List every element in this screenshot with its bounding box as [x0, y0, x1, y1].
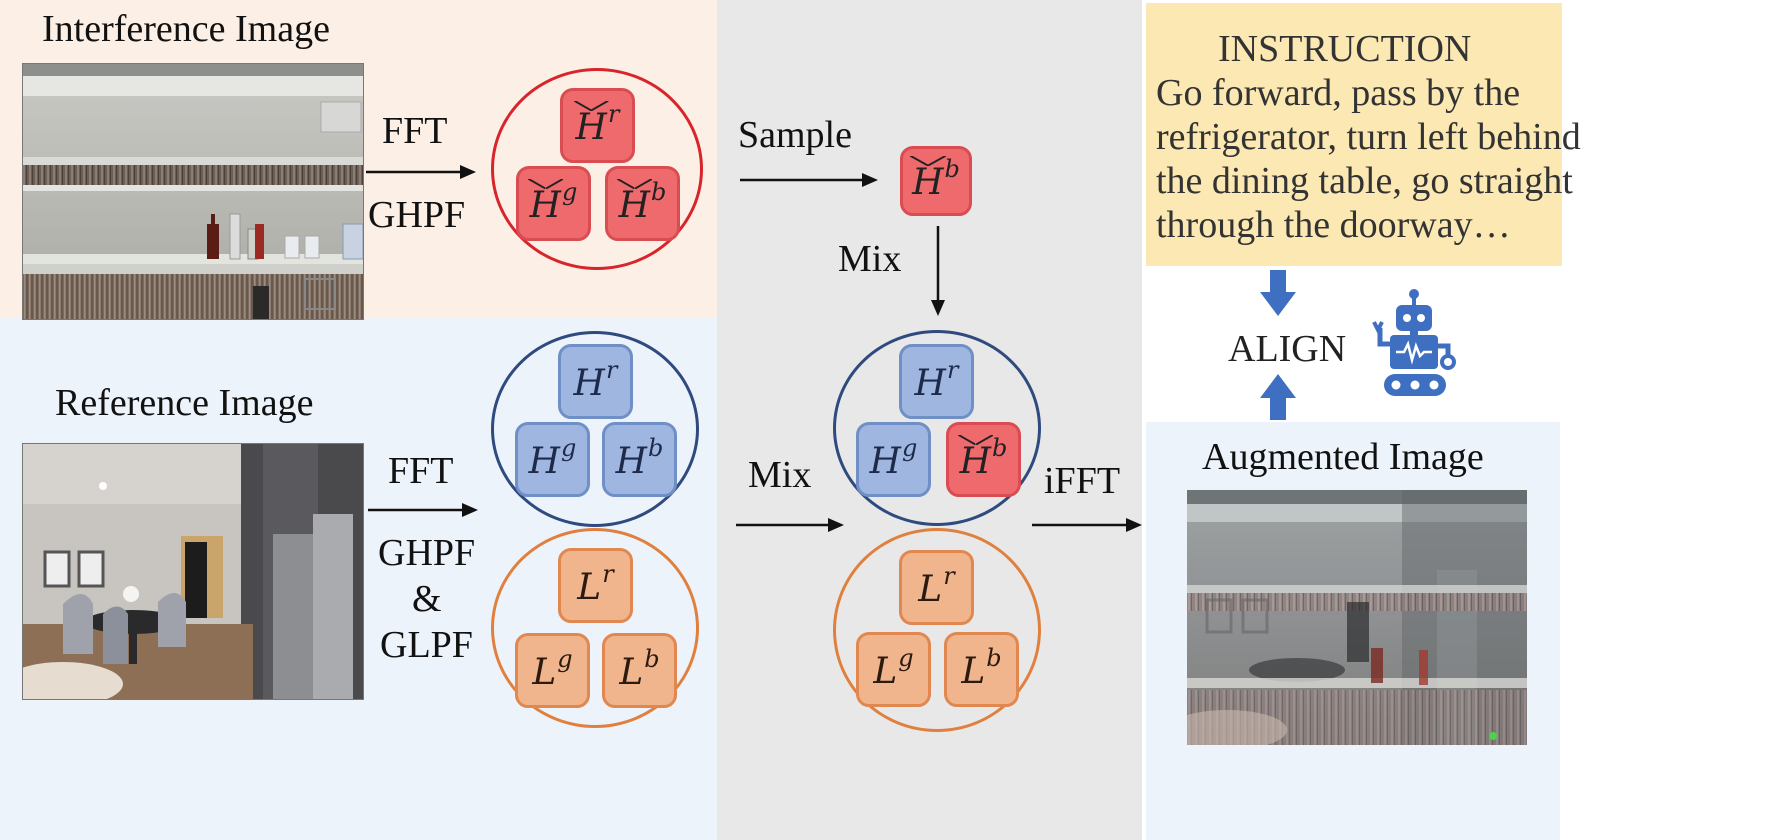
- mix-down-arrow: [931, 226, 945, 316]
- ifft-label: iFFT: [1044, 460, 1121, 502]
- sample-arrow: [740, 173, 878, 187]
- reference-tile-lr: Lr: [558, 548, 633, 623]
- mixed-tile-hb: Hb: [946, 422, 1021, 497]
- augmented-image: [1187, 490, 1527, 745]
- interference-tile-hg: Hg: [516, 166, 591, 241]
- mixed-low-freq-circle: [833, 528, 1041, 732]
- reference-tile-hr: Hr: [558, 344, 633, 419]
- reference-op-ghpf: GHPF: [378, 532, 476, 574]
- align-up-arrow-icon: [1260, 374, 1296, 420]
- instruction-line-2: refrigerator, turn left behind: [1156, 116, 1581, 158]
- augmented-title: Augmented Image: [1202, 436, 1484, 478]
- interference-op-ghpf: GHPF: [368, 194, 466, 236]
- mixed-tile-hg: Hg: [856, 422, 931, 497]
- sample-label: Sample: [738, 114, 852, 156]
- reference-tile-hb: Hb: [602, 422, 677, 497]
- mix-right-arrow: [736, 518, 844, 532]
- reference-low-freq-circle: [491, 528, 699, 728]
- mixed-tile-lr: Lr: [899, 550, 974, 625]
- interference-tile-hb: Hb: [605, 166, 680, 241]
- interference-image: [22, 63, 364, 320]
- reference-op-glpf: GLPF: [380, 624, 473, 666]
- reference-tile-lb: Lb: [602, 633, 677, 708]
- interference-title: Interference Image: [42, 8, 330, 50]
- reference-tile-lg: Lg: [515, 633, 590, 708]
- reference-high-freq-circle: [491, 331, 699, 527]
- interference-high-freq-circle: [491, 68, 703, 270]
- align-down-arrow-icon: [1260, 270, 1296, 316]
- instruction-line-3: the dining table, go straight: [1156, 160, 1573, 202]
- mix-label-left: Mix: [748, 454, 812, 496]
- reference-arrow: [368, 503, 478, 517]
- robot-icon: [1372, 289, 1456, 396]
- ifft-arrow: [1032, 518, 1142, 532]
- instruction-title: INSTRUCTION: [1218, 28, 1472, 70]
- reference-op-and: &: [412, 578, 442, 620]
- mix-label-top: Mix: [838, 238, 902, 280]
- instruction-panel: [1146, 3, 1562, 266]
- mixed-high-freq-circle: [833, 330, 1041, 526]
- interference-arrow: [366, 165, 476, 179]
- reference-image: [22, 443, 364, 700]
- reference-tile-hg: Hg: [515, 422, 590, 497]
- mixed-tile-lb: Lb: [944, 632, 1019, 707]
- instruction-line-4: through the doorway…: [1156, 204, 1511, 246]
- mixed-tile-lg: Lg: [856, 632, 931, 707]
- mixed-tile-hr: Hr: [899, 344, 974, 419]
- reference-op-fft: FFT: [388, 450, 454, 492]
- align-label: ALIGN: [1228, 328, 1347, 370]
- interference-op-fft: FFT: [382, 110, 448, 152]
- interference-tile-hr: Hr: [560, 88, 635, 163]
- sampled-tile-hb: Hb: [900, 146, 972, 216]
- instruction-line-1: Go forward, pass by the: [1156, 72, 1521, 114]
- reference-title: Reference Image: [55, 382, 314, 424]
